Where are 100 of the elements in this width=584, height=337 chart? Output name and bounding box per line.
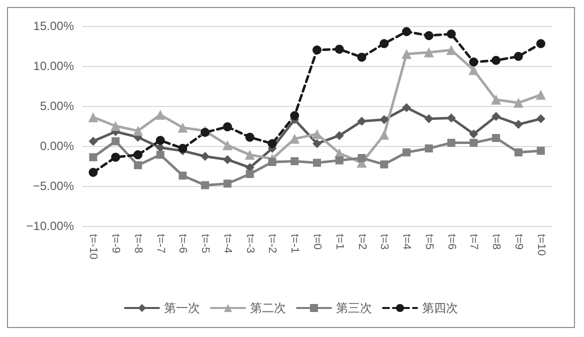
point bbox=[134, 161, 142, 170]
point bbox=[469, 130, 478, 138]
point bbox=[492, 112, 501, 121]
point bbox=[290, 111, 300, 120]
point bbox=[491, 94, 502, 105]
point bbox=[156, 136, 165, 145]
point bbox=[245, 132, 254, 142]
point bbox=[492, 56, 501, 65]
point bbox=[290, 157, 299, 166]
point bbox=[380, 160, 388, 168]
point bbox=[133, 150, 142, 160]
x-tick-label: t=-1 bbox=[288, 234, 301, 254]
point bbox=[514, 52, 523, 61]
x-tick-label: t=-3 bbox=[244, 234, 256, 254]
x-tick-label: t=-5 bbox=[199, 234, 212, 254]
point bbox=[312, 46, 322, 54]
y-tick-label: 15.00% bbox=[33, 19, 74, 33]
point bbox=[89, 153, 98, 162]
y-tick-label: 5.00% bbox=[40, 99, 74, 113]
x-tick-label: t=-4 bbox=[221, 234, 234, 254]
x-tick-label: t=-9 bbox=[110, 234, 122, 254]
point bbox=[268, 139, 277, 148]
point bbox=[88, 168, 98, 177]
point bbox=[514, 148, 522, 156]
x-tick-label: t=1 bbox=[333, 234, 346, 250]
point bbox=[424, 47, 434, 58]
point bbox=[536, 146, 545, 155]
point bbox=[424, 114, 434, 124]
point bbox=[334, 44, 344, 54]
x-tick-label: t=0 bbox=[311, 234, 323, 250]
point bbox=[447, 138, 456, 147]
x-tick-label: t=-10 bbox=[87, 234, 100, 260]
x-tick-label: t=5 bbox=[422, 234, 435, 250]
point bbox=[156, 150, 164, 159]
point bbox=[132, 126, 143, 136]
point bbox=[312, 129, 322, 139]
point bbox=[178, 144, 188, 153]
point bbox=[222, 140, 232, 150]
point bbox=[155, 110, 166, 120]
point bbox=[446, 45, 456, 55]
x-tick-label: t=4 bbox=[400, 234, 413, 250]
y-tick-label: −10.00% bbox=[26, 219, 74, 233]
legend-label: 第二次 bbox=[250, 301, 286, 315]
legend-label: 第三次 bbox=[336, 301, 372, 315]
point bbox=[536, 114, 546, 124]
x-tick-label: t=-8 bbox=[132, 234, 144, 254]
y-tick-label: −5.00% bbox=[32, 179, 74, 193]
point bbox=[402, 148, 411, 156]
x-tick-label: t=-2 bbox=[266, 234, 278, 254]
point bbox=[290, 134, 300, 144]
point bbox=[379, 130, 390, 140]
point bbox=[446, 114, 456, 122]
x-tick-label: t=10 bbox=[534, 234, 547, 256]
point bbox=[223, 180, 232, 188]
point bbox=[110, 121, 121, 131]
point bbox=[380, 39, 389, 48]
point bbox=[244, 150, 255, 160]
point bbox=[402, 27, 412, 36]
point bbox=[313, 158, 321, 167]
point bbox=[424, 144, 433, 152]
point bbox=[111, 152, 120, 162]
point bbox=[112, 137, 120, 146]
x-tick-label: t=-7 bbox=[154, 234, 166, 254]
x-tick-label: t=2 bbox=[356, 234, 368, 250]
point bbox=[536, 90, 546, 100]
x-tick-label: t=8 bbox=[490, 234, 502, 250]
point bbox=[357, 116, 366, 126]
y-tick-label: 0.00% bbox=[40, 139, 74, 153]
point bbox=[88, 112, 98, 122]
point bbox=[446, 30, 456, 38]
point bbox=[402, 49, 412, 59]
point bbox=[402, 103, 412, 112]
point bbox=[200, 152, 210, 161]
point bbox=[312, 139, 322, 148]
point bbox=[334, 131, 344, 140]
point bbox=[178, 172, 187, 180]
point bbox=[201, 181, 210, 190]
point bbox=[178, 122, 188, 133]
x-tick-label: t=7 bbox=[468, 234, 480, 250]
point bbox=[424, 31, 434, 40]
point bbox=[268, 158, 276, 166]
x-tick-label: t=3 bbox=[378, 234, 390, 250]
point bbox=[514, 120, 523, 129]
x-tick-label: t=-6 bbox=[176, 234, 189, 254]
point bbox=[492, 134, 500, 142]
point bbox=[222, 155, 232, 164]
legend-label: 第一次 bbox=[164, 301, 200, 315]
point bbox=[469, 58, 478, 66]
point bbox=[358, 154, 366, 162]
point bbox=[380, 115, 389, 124]
point bbox=[246, 170, 254, 178]
x-tick-label: t=6 bbox=[445, 234, 458, 250]
point bbox=[88, 136, 98, 146]
point bbox=[470, 138, 478, 147]
point bbox=[222, 122, 232, 132]
x-tick-label: t=9 bbox=[512, 234, 524, 250]
point bbox=[335, 156, 344, 164]
point bbox=[357, 52, 366, 62]
y-tick-label: 10.00% bbox=[33, 59, 74, 73]
legend-label: 第四次 bbox=[422, 301, 458, 315]
